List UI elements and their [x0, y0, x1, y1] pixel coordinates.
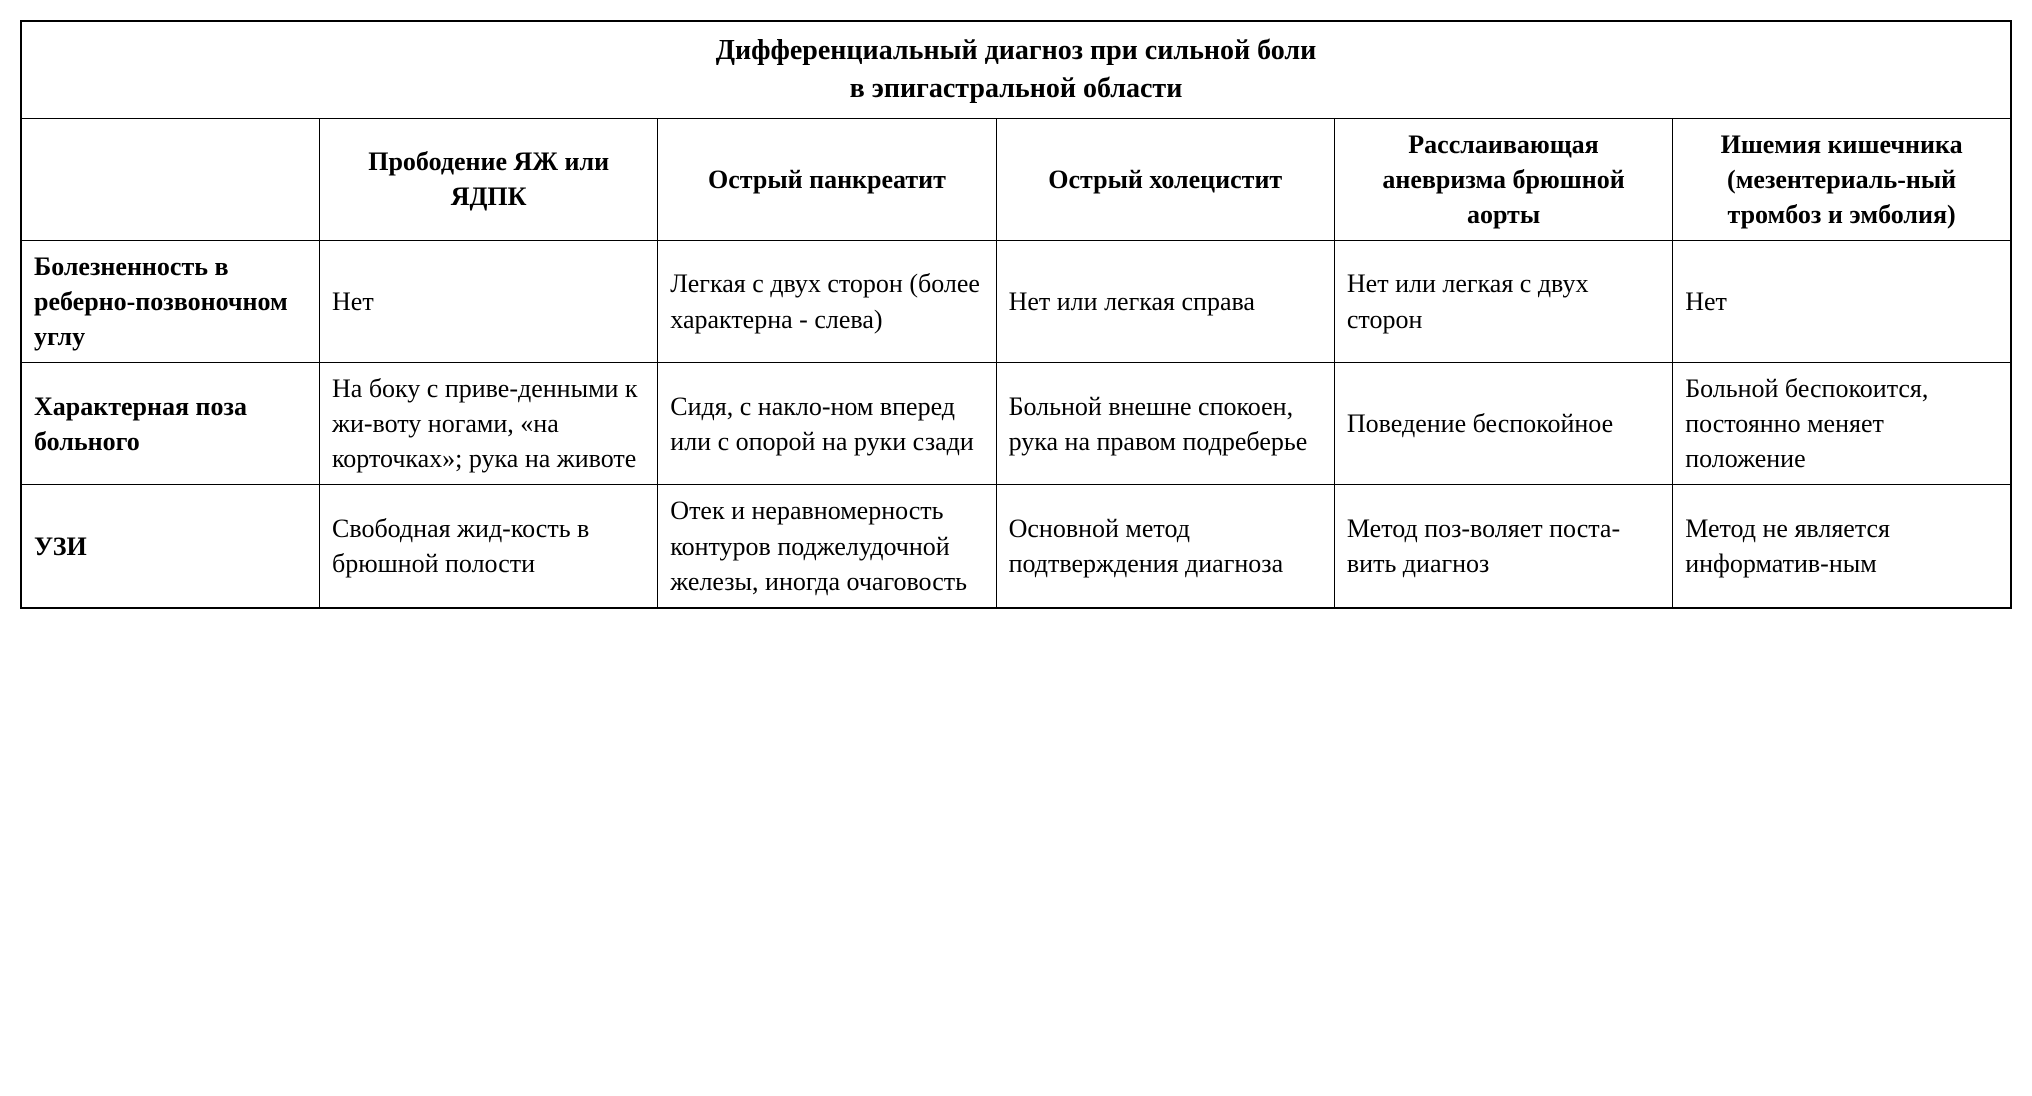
cell: Поведение беспокойное — [1334, 363, 1672, 485]
cell: На боку с приве-денными к жи-воту ногами… — [320, 363, 658, 485]
header-aneurysm: Расслаивающая аневризма брюшной аорты — [1334, 118, 1672, 240]
cell: Сидя, с накло-ном вперед или с опорой на… — [658, 363, 996, 485]
header-pancreatitis: Острый панкреатит — [658, 118, 996, 240]
table-row: Характерная поза больного На боку с прив… — [21, 363, 2011, 485]
cell: Отек и неравномерность контуров поджелуд… — [658, 485, 996, 608]
cell: Нет или легкая справа — [996, 240, 1334, 362]
table-row: Болезненность в реберно-позвоночном углу… — [21, 240, 2011, 362]
title-row: Дифференциальный диагноз при сильной бол… — [21, 21, 2011, 118]
cell: Нет — [1673, 240, 2011, 362]
cell: Метод поз-воляет поста-вить диагноз — [1334, 485, 1672, 608]
row-label-posture: Характерная поза больного — [21, 363, 320, 485]
diagnosis-table-container: Дифференциальный диагноз при сильной бол… — [20, 20, 2012, 609]
header-perforation: Прободение ЯЖ или ЯДПК — [320, 118, 658, 240]
cell: Нет — [320, 240, 658, 362]
header-row: Прободение ЯЖ или ЯДПК Острый панкреатит… — [21, 118, 2011, 240]
table-row: УЗИ Свободная жид-кость в брюшной полост… — [21, 485, 2011, 608]
row-label-ultrasound: УЗИ — [21, 485, 320, 608]
table-title: Дифференциальный диагноз при сильной бол… — [21, 21, 2011, 118]
title-line-1: Дифференциальный диагноз при сильной бол… — [716, 35, 1317, 66]
cell: Больной беспокоится, постоянно меняет по… — [1673, 363, 2011, 485]
cell: Метод не является информатив-ным — [1673, 485, 2011, 608]
row-label-pain: Болезненность в реберно-позвоночном углу — [21, 240, 320, 362]
title-line-2: в эпигастральной области — [850, 73, 1183, 104]
header-ischemia: Ишемия кишечника (мезентериаль-ный тромб… — [1673, 118, 2011, 240]
cell: Свободная жид-кость в брюшной полости — [320, 485, 658, 608]
cell: Легкая с двух сторон (более характерна -… — [658, 240, 996, 362]
header-cholecystitis: Острый холецистит — [996, 118, 1334, 240]
differential-diagnosis-table: Дифференциальный диагноз при сильной бол… — [20, 20, 2012, 609]
header-empty — [21, 118, 320, 240]
cell: Больной внешне спокоен, рука на правом п… — [996, 363, 1334, 485]
cell: Нет или легкая с двух сторон — [1334, 240, 1672, 362]
cell: Основной метод подтверждения диагноза — [996, 485, 1334, 608]
